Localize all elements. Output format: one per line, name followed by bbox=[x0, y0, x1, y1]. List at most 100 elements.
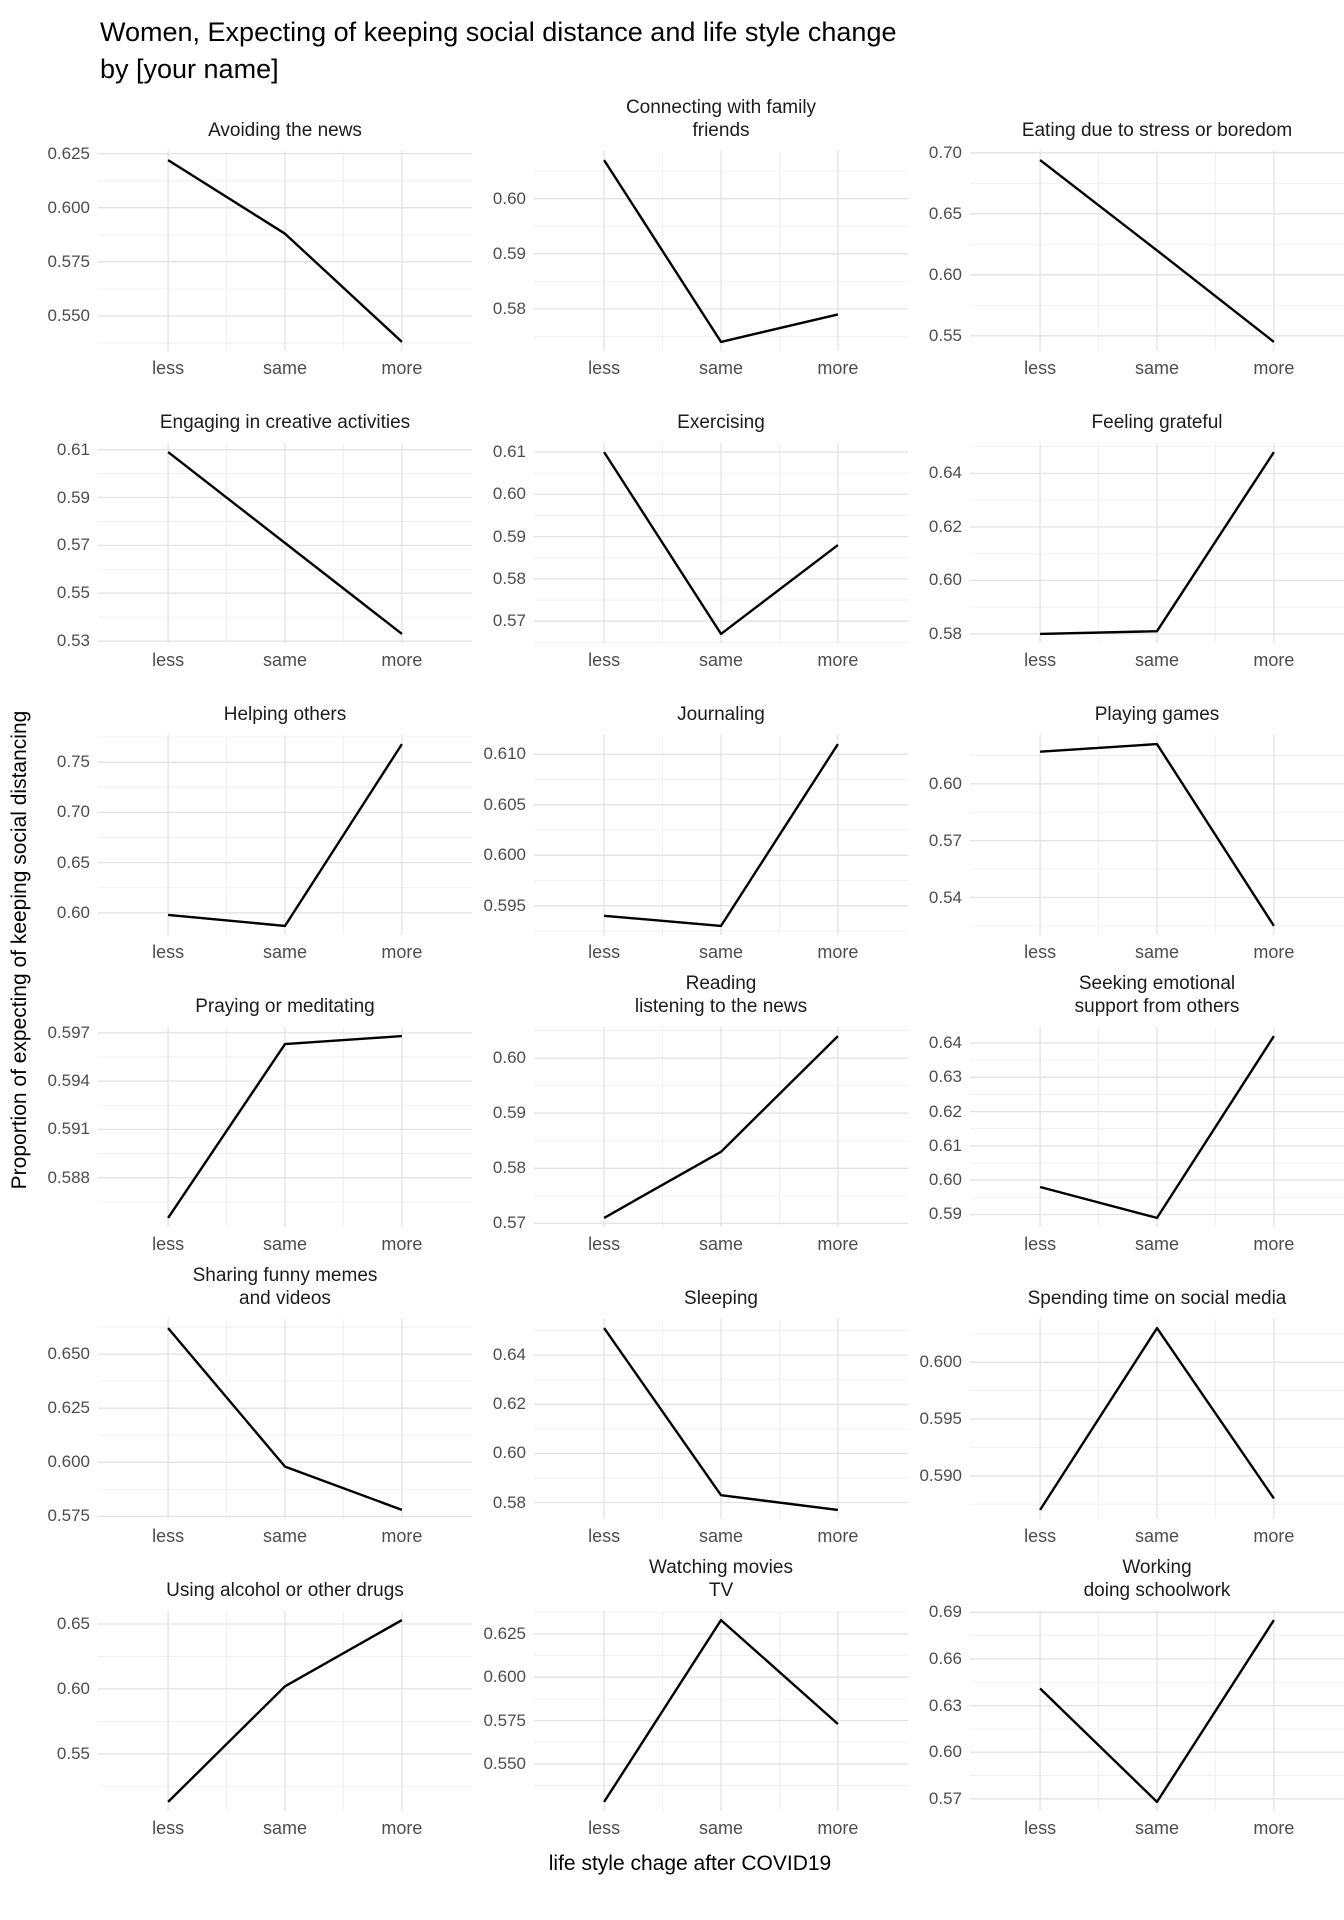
x-axis: less same more bbox=[472, 1811, 908, 1842]
x-tick-label-more: more bbox=[1253, 1818, 1295, 1838]
facet-title: Watching movies TV bbox=[649, 1557, 793, 1601]
x-tick-label-less: less bbox=[152, 1526, 185, 1546]
x-axis: less same more bbox=[908, 1811, 1344, 1842]
x-tick-label-same: same bbox=[698, 1526, 744, 1546]
x-tick-label-less: less bbox=[1024, 1526, 1057, 1546]
facet-body: 0.550 0.575 0.600 0.625 bbox=[472, 1611, 908, 1811]
y-axis: 0.58 0.59 0.60 bbox=[472, 151, 534, 351]
x-tick-label-more: more bbox=[1253, 1234, 1295, 1254]
x-tick-label-more: more bbox=[1253, 650, 1295, 670]
plot-area bbox=[98, 151, 472, 351]
y-tick-label: 0.58 bbox=[492, 1158, 526, 1178]
x-tick-label-same: same bbox=[262, 1526, 308, 1546]
plot-area bbox=[98, 735, 472, 935]
plot-area bbox=[534, 735, 908, 935]
x-axis: less same more bbox=[908, 1227, 1344, 1258]
y-axis: 0.55 0.60 0.65 bbox=[36, 1611, 98, 1811]
facet-title: Reading listening to the news bbox=[634, 973, 808, 1017]
facet-body: 0.588 0.591 0.594 0.597 bbox=[36, 1023, 472, 1227]
x-tick-label-more: more bbox=[381, 650, 423, 670]
facet-plot-svg bbox=[534, 1027, 908, 1227]
y-tick-label: 0.70 bbox=[56, 802, 90, 822]
x-tick-label-same: same bbox=[698, 1234, 744, 1254]
y-tick-label: 0.60 bbox=[56, 902, 90, 922]
y-tick-label: 0.605 bbox=[483, 794, 526, 814]
facet-title: Engaging in creative activities bbox=[159, 412, 411, 433]
x-tick-label-more: more bbox=[1253, 1526, 1295, 1546]
y-axis: 0.59 0.60 0.61 0.62 0.63 0.64 bbox=[908, 1027, 970, 1227]
facet-body: 0.595 0.600 0.605 0.610 bbox=[472, 735, 908, 935]
y-tick-label: 0.64 bbox=[928, 463, 962, 483]
x-tick-label-more: more bbox=[381, 1234, 423, 1254]
facet-plot-svg bbox=[534, 1611, 908, 1811]
data-line bbox=[167, 1034, 402, 1219]
facet-plot-svg bbox=[98, 1027, 472, 1227]
facet-body: 0.54 0.57 0.60 bbox=[908, 735, 1344, 935]
plot-area bbox=[970, 1319, 1344, 1519]
y-tick-label: 0.58 bbox=[492, 568, 526, 588]
y-tick-label: 0.60 bbox=[928, 1170, 962, 1190]
y-axis: 0.53 0.55 0.57 0.59 0.61 bbox=[36, 440, 98, 650]
plot-area bbox=[970, 1027, 1344, 1227]
y-tick-label: 0.60 bbox=[492, 484, 526, 504]
y-tick-label: 0.650 bbox=[47, 1344, 90, 1364]
data-line bbox=[1040, 451, 1275, 636]
facet-title: Using alcohol or other drugs bbox=[166, 1580, 404, 1601]
x-tick-label-less: less bbox=[1024, 1234, 1057, 1254]
y-axis: 0.550 0.575 0.600 0.625 bbox=[36, 144, 98, 351]
y-tick-label: 0.57 bbox=[492, 611, 526, 631]
y-axis: 0.57 0.60 0.63 0.66 0.69 bbox=[908, 1602, 970, 1811]
data-line bbox=[603, 743, 839, 928]
y-tick-label: 0.59 bbox=[492, 526, 526, 546]
x-axis: less same more bbox=[472, 643, 908, 674]
x-tick-label-same: same bbox=[262, 1818, 308, 1838]
facet-panel: Playing games 0.54 0.57 0.60 less same more bbox=[908, 676, 1344, 968]
y-tick-label: 0.54 bbox=[928, 887, 962, 907]
y-tick-label: 0.625 bbox=[483, 1623, 526, 1643]
y-tick-label: 0.594 bbox=[47, 1071, 90, 1091]
facet-plot-svg bbox=[98, 443, 472, 643]
x-tick-label-more: more bbox=[1253, 358, 1295, 378]
y-tick-label: 0.69 bbox=[928, 1602, 962, 1622]
data-line bbox=[167, 1327, 403, 1512]
facet-panel: Sharing funny memes and videos 0.575 0.600… bbox=[36, 1260, 472, 1552]
facet-panel: Watching movies TV 0.550 0.575 0.600 0.625 le… bbox=[472, 1552, 908, 1844]
facet-plot-svg bbox=[970, 1319, 1344, 1519]
x-axis: less same more bbox=[36, 1811, 472, 1842]
x-tick-label-less: less bbox=[588, 358, 621, 378]
x-axis: less same more bbox=[36, 1519, 472, 1550]
facet-body: 0.57 0.60 0.63 0.66 0.69 bbox=[908, 1602, 1344, 1811]
y-tick-label: 0.70 bbox=[928, 142, 962, 162]
y-tick-label: 0.610 bbox=[483, 744, 526, 764]
plot-area bbox=[534, 1611, 908, 1811]
x-axis: less same more bbox=[472, 1227, 908, 1258]
facet-body: 0.58 0.59 0.60 bbox=[472, 151, 908, 351]
facet-title: Connecting with family friends bbox=[625, 97, 817, 141]
y-tick-label: 0.550 bbox=[47, 305, 90, 325]
y-tick-label: 0.58 bbox=[928, 623, 962, 643]
facet-body: 0.55 0.60 0.65 0.70 bbox=[908, 143, 1344, 351]
y-tick-label: 0.595 bbox=[483, 895, 526, 915]
facet-panel: Eating due to stress or boredom 0.55 0.60 0… bbox=[908, 92, 1344, 384]
x-axis: less same more bbox=[472, 351, 908, 382]
y-tick-label: 0.575 bbox=[483, 1710, 526, 1730]
facet-title: Exercising bbox=[677, 412, 765, 433]
data-line bbox=[603, 451, 839, 636]
facet-title: Journaling bbox=[677, 704, 765, 725]
data-line bbox=[167, 743, 403, 928]
data-line bbox=[603, 1327, 839, 1512]
plot-area bbox=[970, 151, 1344, 351]
x-tick-label-more: more bbox=[817, 1818, 859, 1838]
facet-title: Sleeping bbox=[684, 1288, 758, 1309]
facet-body: 0.575 0.600 0.625 0.650 bbox=[36, 1319, 472, 1525]
y-tick-label: 0.60 bbox=[492, 1443, 526, 1463]
x-axis: less same more bbox=[36, 643, 472, 674]
y-tick-label: 0.57 bbox=[492, 1213, 526, 1233]
facet-plot-svg bbox=[98, 1319, 472, 1519]
facet-body: 0.55 0.60 0.65 bbox=[36, 1611, 472, 1811]
y-axis: 0.58 0.60 0.62 0.64 bbox=[908, 443, 970, 643]
facet-plot-svg bbox=[970, 151, 1344, 351]
y-tick-label: 0.60 bbox=[492, 188, 526, 208]
facet-title: Praying or meditating bbox=[195, 996, 375, 1017]
